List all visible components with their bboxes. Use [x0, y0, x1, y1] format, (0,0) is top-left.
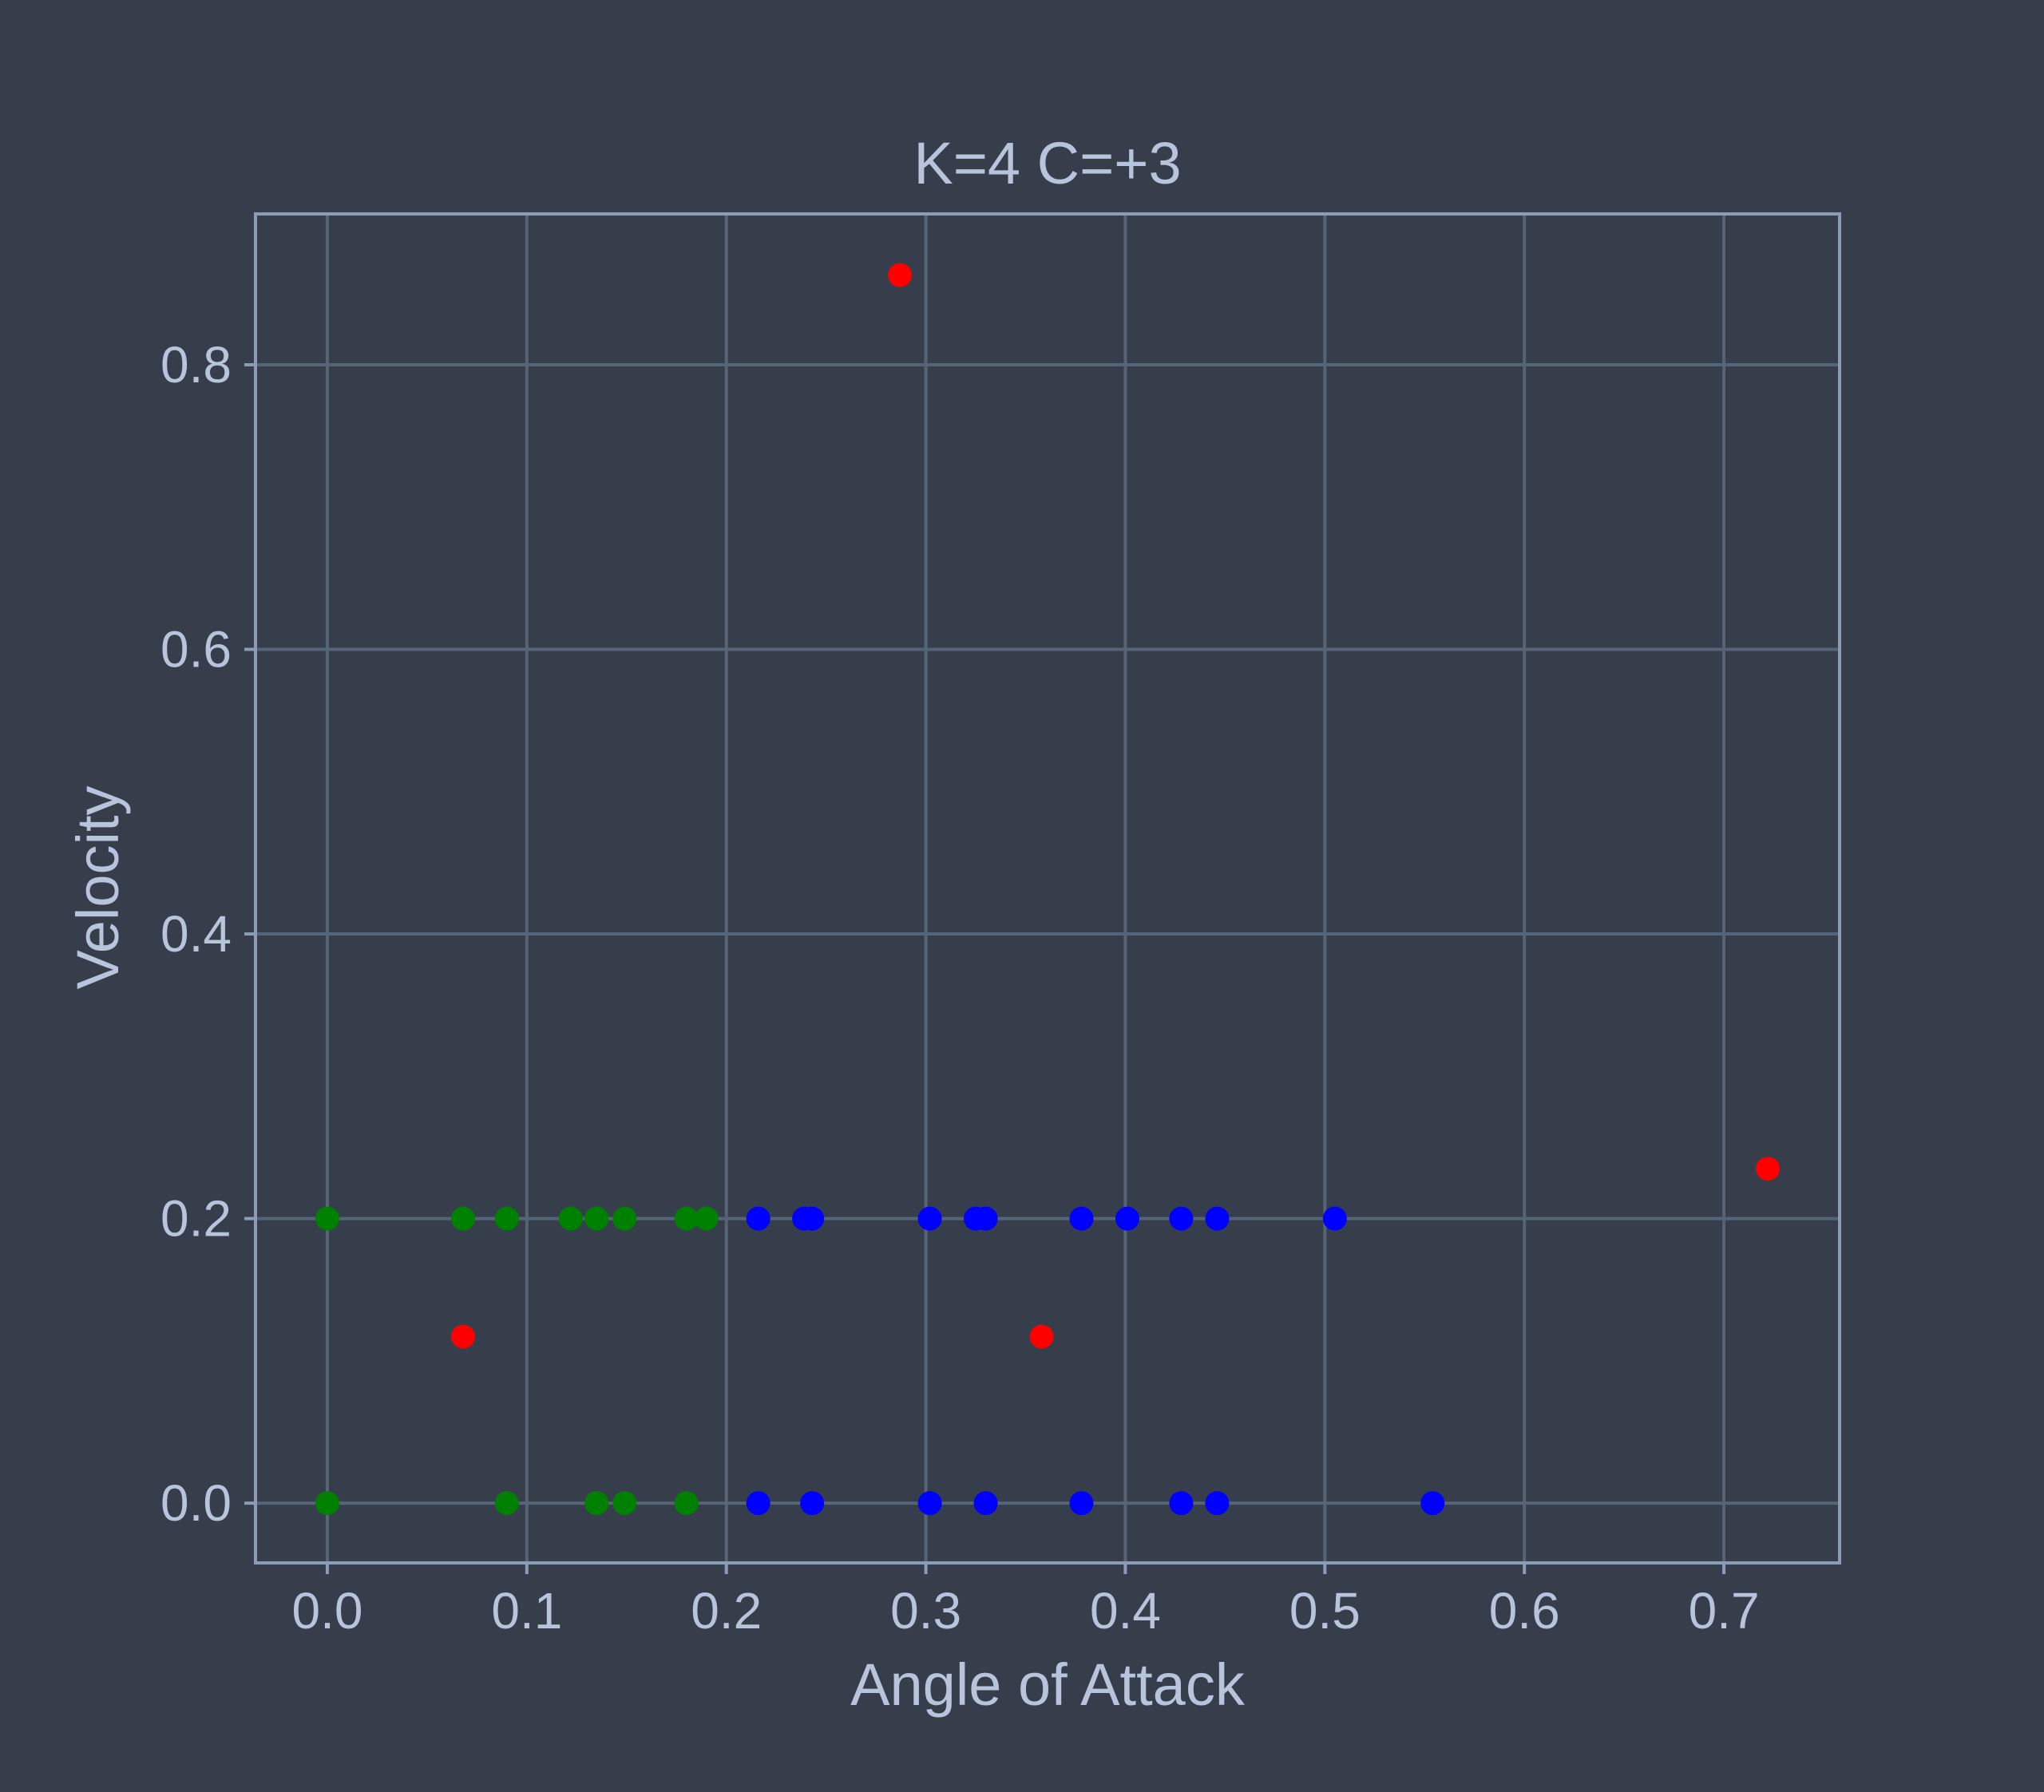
data-point	[1169, 1206, 1194, 1231]
data-point	[315, 1206, 339, 1231]
data-point	[1322, 1206, 1347, 1231]
x-tick-label: 0.4	[1090, 1582, 1161, 1640]
data-point	[1756, 1157, 1781, 1181]
data-point	[1029, 1324, 1054, 1349]
y-tick-label: 0.4	[160, 905, 232, 963]
data-point	[584, 1491, 609, 1516]
data-point	[612, 1206, 637, 1231]
data-point	[315, 1491, 339, 1516]
data-point	[1069, 1206, 1094, 1231]
data-point	[494, 1206, 519, 1231]
x-tick-label: 0.5	[1289, 1582, 1361, 1640]
y-tick-label: 0.6	[160, 621, 232, 678]
data-point	[746, 1206, 770, 1231]
x-tick-label: 0.0	[291, 1582, 362, 1640]
tick-labels: 0.0 0.1 0.2 0.3 0.4 0.5 0.6 0.7 0.0 0.2 0.4 0.6 0.8	[160, 336, 1760, 1640]
y-tick-label: 0.0	[160, 1474, 232, 1532]
data-point	[1205, 1206, 1230, 1231]
grid	[256, 214, 1840, 1563]
data-point	[1205, 1491, 1230, 1516]
data-point	[917, 1491, 942, 1516]
data-point	[973, 1206, 998, 1231]
x-tick-label: 0.2	[691, 1582, 762, 1640]
data-point	[1115, 1206, 1139, 1231]
y-tick-label: 0.8	[160, 336, 232, 394]
x-tick-label: 0.1	[491, 1582, 562, 1640]
data-point	[558, 1206, 583, 1231]
data-point	[612, 1491, 637, 1516]
data-point	[1420, 1491, 1445, 1516]
x-tick-label: 0.6	[1489, 1582, 1560, 1640]
data-point	[584, 1206, 609, 1231]
data-point	[694, 1206, 719, 1231]
data-point	[917, 1206, 942, 1231]
data-point	[674, 1206, 699, 1231]
y-tick-label: 0.2	[160, 1190, 232, 1248]
data-point	[746, 1491, 770, 1516]
data-point	[450, 1324, 475, 1349]
data-points	[315, 263, 1781, 1516]
x-tick-label: 0.3	[890, 1582, 961, 1640]
x-axis-label: Angle of Attack	[850, 1652, 1246, 1718]
data-point	[973, 1491, 998, 1516]
data-point	[888, 263, 913, 287]
data-point	[800, 1206, 825, 1231]
y-axis-label: Velocity	[65, 785, 131, 989]
plot-frame	[254, 212, 1841, 1565]
data-point	[1069, 1491, 1094, 1516]
x-tick-label: 0.7	[1689, 1582, 1760, 1640]
chart-title: K=4 C=+3	[913, 130, 1181, 196]
data-point	[494, 1491, 519, 1516]
data-point	[1169, 1491, 1194, 1516]
data-point	[450, 1206, 475, 1231]
data-point	[674, 1491, 699, 1516]
data-point	[800, 1491, 825, 1516]
